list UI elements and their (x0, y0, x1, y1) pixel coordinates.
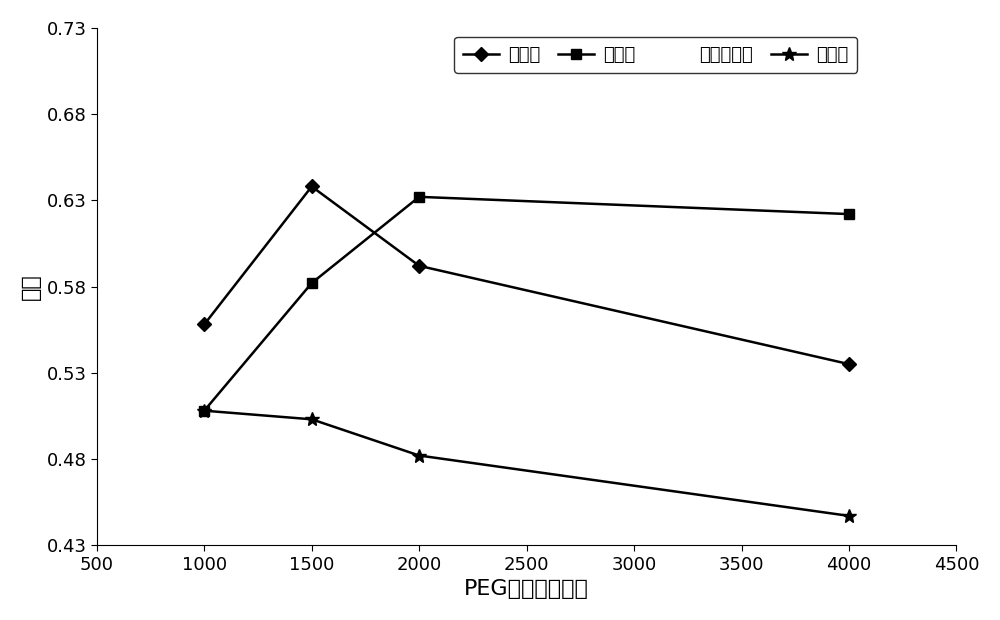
X-axis label: PEG（分子质量）: PEG（分子质量） (464, 579, 589, 599)
Legend: 磷酸钒, 磷酸鿣, 酒石酸鿣钒, 硫酸锢: 磷酸钒, 磷酸鿣, 酒石酸鿣钒, 硫酸锢 (454, 37, 857, 73)
Y-axis label: 纯度: 纯度 (21, 273, 41, 300)
